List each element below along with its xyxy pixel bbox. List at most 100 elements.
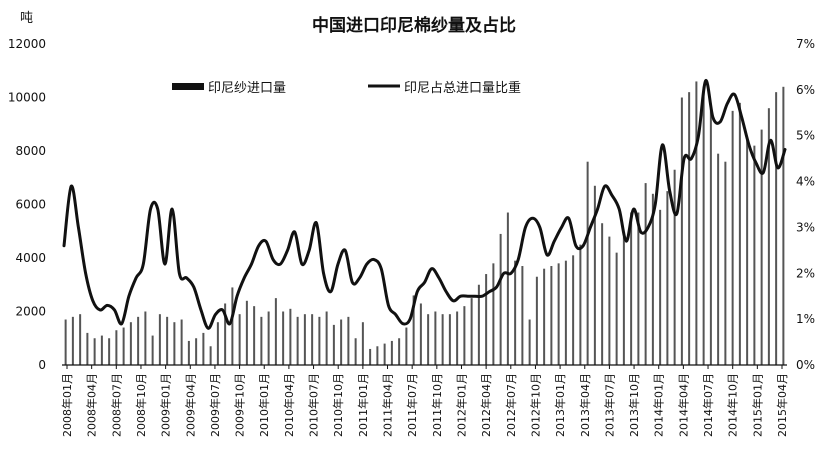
x-tick-label: 2010年10月: [331, 373, 345, 437]
x-tick-label: 2009年07月: [208, 373, 222, 437]
x-tick-label: 2015年04月: [775, 373, 789, 437]
x-tick-label: 2013年04月: [578, 373, 592, 437]
bar: [434, 311, 437, 365]
right-tick-label: 0%: [796, 358, 815, 372]
x-tick-label: 2009年10月: [233, 373, 247, 437]
x-tick-label: 2012年04月: [479, 373, 493, 437]
bar: [64, 319, 67, 365]
bar: [274, 298, 277, 366]
bar: [586, 161, 589, 365]
bar: [86, 332, 89, 365]
x-tick-label: 2014年07月: [701, 373, 715, 437]
bar: [195, 338, 198, 365]
left-tick-label: 2000: [15, 305, 46, 319]
bar: [448, 314, 451, 365]
x-tick-label: 2013年10月: [627, 373, 641, 437]
x-tick-label: 2015年01月: [750, 373, 764, 437]
right-tick-label: 5%: [796, 129, 815, 143]
bar: [79, 314, 82, 365]
bar: [746, 137, 749, 366]
bar: [311, 314, 314, 365]
bar: [731, 110, 734, 366]
bar: [601, 223, 604, 365]
bar: [499, 233, 502, 365]
right-tick-label: 1%: [796, 312, 815, 326]
bar: [680, 97, 683, 365]
bar: [521, 266, 524, 365]
bar: [673, 169, 676, 365]
bar: [419, 303, 422, 365]
bar: [579, 244, 582, 366]
x-tick-label: 2013年07月: [602, 373, 616, 437]
bar: [412, 295, 415, 365]
bar: [383, 343, 386, 365]
bar: [267, 311, 270, 365]
bar: [564, 260, 567, 365]
bar: [666, 191, 669, 366]
bar: [535, 276, 538, 365]
bar: [100, 335, 103, 365]
x-tick-label: 2014年04月: [676, 373, 690, 437]
right-tick-label: 6%: [796, 83, 815, 97]
x-tick-label: 2010年04月: [282, 373, 296, 437]
bar: [470, 298, 473, 366]
chart-title: 中国进口印尼棉纱量及占比: [312, 15, 516, 36]
x-tick-label: 2008年01月: [60, 373, 74, 437]
x-tick-label: 2010年07月: [307, 373, 321, 437]
bar: [260, 316, 263, 365]
x-tick-label: 2008年04月: [85, 373, 99, 437]
bar: [209, 346, 212, 365]
x-tick-label: 2009年04月: [183, 373, 197, 437]
bar: [340, 319, 343, 365]
bar: [651, 193, 654, 365]
x-tick-label: 2014年01月: [652, 373, 666, 437]
bar: [760, 129, 763, 365]
bar: [238, 314, 241, 365]
bar: [702, 86, 705, 366]
bar: [724, 161, 727, 365]
bar: [151, 335, 154, 365]
bar: [528, 319, 531, 365]
bar: [477, 284, 480, 365]
bar: [303, 314, 306, 365]
bar: [782, 86, 785, 366]
right-axis-ticks: 0% 1% 2% 3% 4% 5% 6% 7%: [796, 37, 815, 372]
bar: [572, 255, 575, 365]
bar: [369, 348, 372, 365]
bar: [427, 314, 430, 365]
legend-bar-swatch: [172, 83, 204, 90]
x-axis-ticks: 2008年01月 2008年04月 2008年07月 2008年10月 2009年01月…: [60, 365, 789, 437]
bar: [550, 266, 553, 365]
bar-series: [64, 81, 785, 366]
bar: [216, 322, 219, 365]
bar: [158, 314, 161, 365]
right-tick-label: 2%: [796, 266, 815, 280]
bar: [129, 322, 132, 365]
x-tick-label: 2013年01月: [553, 373, 567, 437]
bar: [659, 209, 662, 365]
bar: [398, 338, 401, 365]
x-tick-label: 2012年10月: [528, 373, 542, 437]
bar: [456, 311, 459, 365]
bar: [137, 316, 140, 365]
legend-bar-label: 印尼纱进口量: [208, 81, 286, 96]
bar: [709, 105, 712, 366]
left-tick-label: 10000: [8, 91, 46, 105]
x-tick-label: 2012年01月: [454, 373, 468, 437]
bar: [695, 81, 698, 365]
bar: [492, 263, 495, 365]
bar: [296, 316, 299, 365]
bar: [93, 338, 96, 365]
left-axis-unit: 吨: [20, 11, 33, 26]
bar: [71, 316, 74, 365]
left-tick-label: 4000: [15, 251, 46, 265]
bar: [180, 319, 183, 365]
bar: [622, 236, 625, 365]
bar: [441, 314, 444, 365]
bar: [738, 102, 741, 365]
x-tick-label: 2010年01月: [257, 373, 271, 437]
x-tick-label: 2011年10月: [430, 373, 444, 437]
x-tick-label: 2014年10月: [726, 373, 740, 437]
